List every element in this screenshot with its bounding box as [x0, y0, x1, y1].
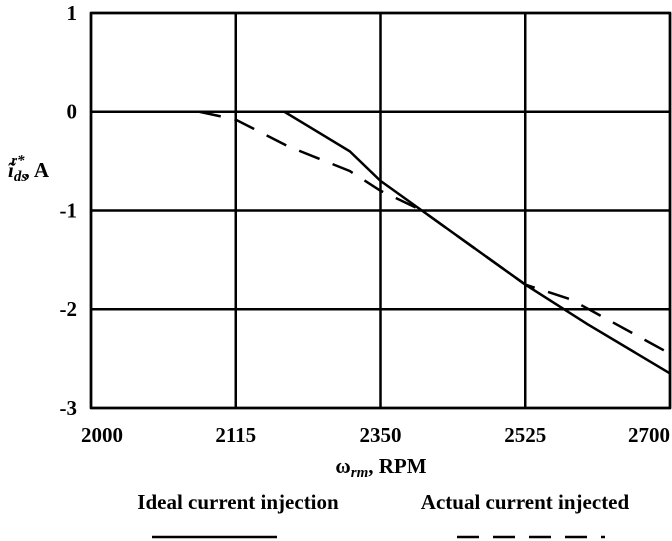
y-tick-label: -2 [60, 297, 78, 321]
x-tick-label: 2525 [504, 423, 546, 447]
y-label-subscript: ds [14, 169, 28, 185]
x-tick-label: 2000 [81, 423, 123, 447]
y-axis-label: ĩdsr*, A [8, 153, 50, 185]
x-tick-label: 2115 [215, 423, 256, 447]
x-label-symbol: ω [335, 454, 350, 478]
y-tick-label: 0 [67, 100, 78, 124]
legend-label: Ideal current injection [137, 490, 339, 514]
series-line [198, 110, 671, 355]
y-tick-label: 1 [67, 1, 78, 25]
x-tick-label: 2700 [628, 423, 670, 447]
x-label-subscript: rm [351, 465, 369, 481]
series-line [160, 110, 671, 375]
x-label-unit: , RPM [368, 454, 426, 478]
y-label-superscript: r* [11, 153, 25, 169]
x-tick-label: 2350 [360, 423, 402, 447]
plot-border [89, 11, 672, 410]
legend-label: Actual current injected [421, 490, 630, 514]
x-axis-label: ωrm, RPM [335, 454, 426, 482]
y-tick-label: -3 [60, 396, 78, 420]
y-label-symbol: ĩ [8, 158, 16, 182]
y-label-unit: , A [25, 158, 50, 182]
y-tick-label: -1 [60, 198, 78, 222]
